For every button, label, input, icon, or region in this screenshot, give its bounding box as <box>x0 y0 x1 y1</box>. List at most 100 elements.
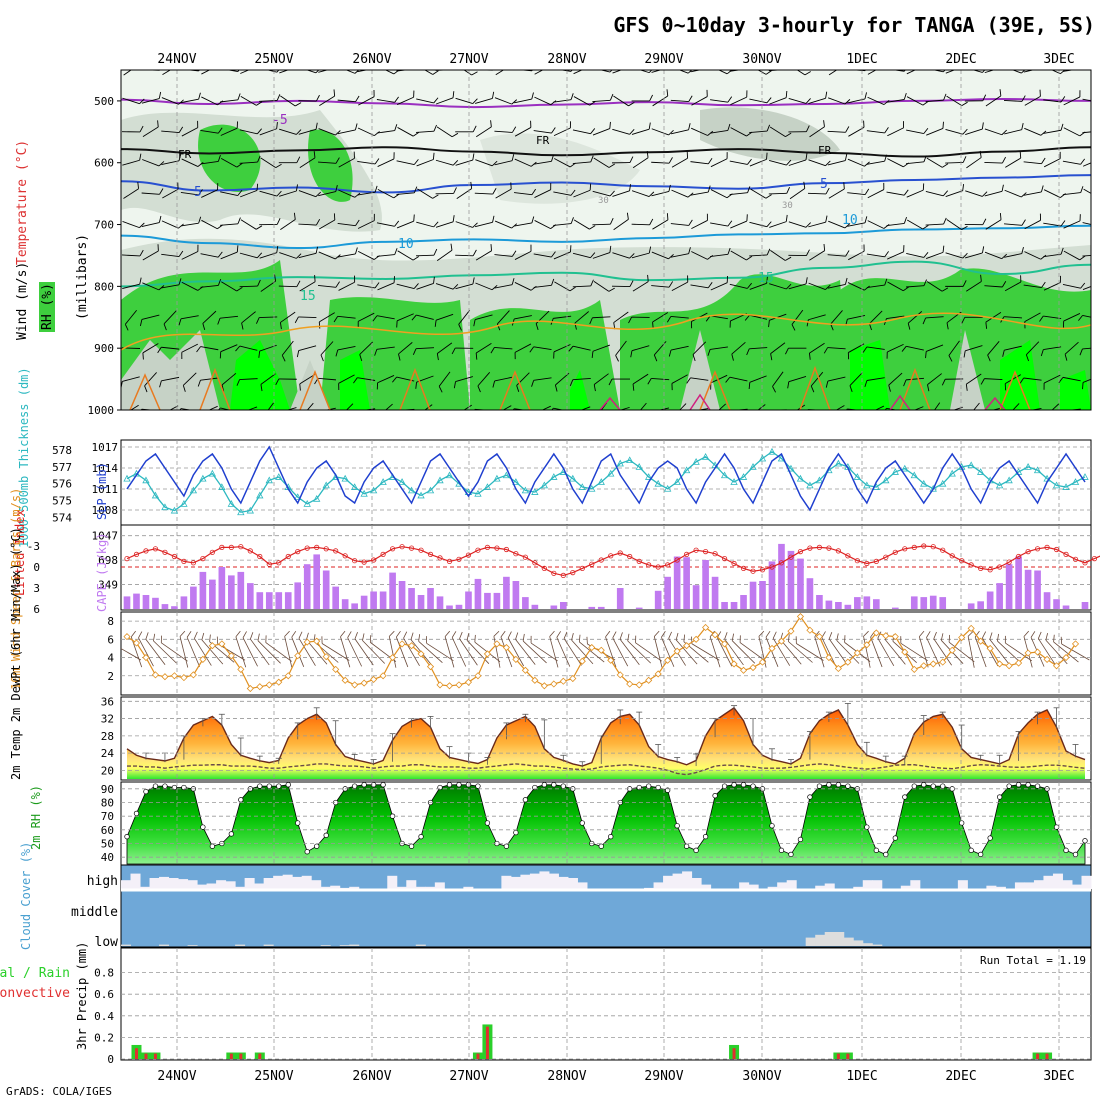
barb-shaft <box>318 128 336 136</box>
wind-barb <box>710 247 731 257</box>
wind-barb <box>453 376 473 389</box>
cloud-high-bar <box>168 878 179 889</box>
cloud-low-bar <box>187 945 198 946</box>
wind-barb <box>1003 219 1026 226</box>
wind-barb <box>215 407 238 410</box>
thickness-marker <box>531 488 539 495</box>
wind-barb <box>396 283 419 289</box>
wind-barb <box>730 214 748 229</box>
barb-shaft <box>240 96 257 106</box>
cloud-high-bar <box>558 876 569 889</box>
barb-shaft <box>849 372 863 386</box>
barb-shaft <box>631 70 650 74</box>
wind-barb <box>652 213 669 230</box>
wind-barb <box>531 377 552 387</box>
wind10-barb <box>724 632 744 666</box>
barb-shaft <box>122 97 140 105</box>
barb-shaft <box>358 96 375 106</box>
barb-shaft <box>1043 189 1061 198</box>
rh-marker <box>674 823 680 829</box>
barb-shaft <box>514 158 532 167</box>
wind-barb <box>729 282 752 289</box>
barb-shaft <box>925 251 944 259</box>
barb-shaft <box>670 253 689 258</box>
barb-shaft <box>455 159 473 166</box>
barb-flag <box>569 379 574 387</box>
wind-barb <box>827 97 851 105</box>
wind-barb <box>396 70 415 72</box>
y-tick-label: 500 <box>94 95 114 108</box>
cape-bar <box>379 591 387 609</box>
barb-flag <box>515 632 519 640</box>
barb-shaft <box>144 372 157 387</box>
barb-flag <box>630 350 633 358</box>
wind-barb <box>144 372 157 393</box>
barb-flag <box>335 349 339 357</box>
barb-flag <box>306 632 309 640</box>
wind-barb <box>710 275 728 291</box>
barb-flag <box>982 246 985 254</box>
cloud-low-bar <box>834 932 845 946</box>
wind-barb <box>376 96 399 103</box>
barb-shaft <box>788 221 807 228</box>
barb-shaft <box>927 373 942 385</box>
barb-shaft <box>241 311 256 324</box>
cape-bar <box>209 579 216 609</box>
barb-flag <box>472 98 478 104</box>
barb-shaft <box>780 639 802 665</box>
barb-shaft <box>549 636 559 668</box>
wind-barb <box>338 374 355 391</box>
rh-marker <box>683 843 690 849</box>
barb-shaft <box>533 377 552 381</box>
ylabel-thickness: 1000-500mb Thickness (dm) <box>17 367 31 548</box>
wind-barb <box>1004 246 1024 258</box>
barb-flag <box>1021 122 1024 130</box>
rh-marker <box>959 820 965 826</box>
barb-flag <box>766 124 771 132</box>
wind-barb <box>901 345 924 352</box>
barb-shaft <box>670 316 689 319</box>
wind10-barb <box>347 631 363 667</box>
y-tick-label: 1000 <box>88 404 115 417</box>
barb-flag <box>877 631 882 639</box>
barb-flag <box>982 218 987 225</box>
wind-barb <box>1023 157 1046 165</box>
barb-flag <box>627 60 632 67</box>
barb-shaft <box>298 316 317 319</box>
barb-flag <box>275 378 280 386</box>
barb-shaft <box>553 407 572 410</box>
wind-barb <box>181 158 204 167</box>
barb-shaft <box>809 250 825 261</box>
barb-shaft <box>553 223 572 226</box>
barb-flag <box>688 411 692 417</box>
barb-shaft <box>220 70 238 73</box>
wind10-marker <box>237 665 245 673</box>
wind-barb <box>514 244 532 260</box>
rh-marker <box>551 782 557 788</box>
barb-shaft <box>497 310 510 325</box>
barb-flag <box>668 254 674 260</box>
barb-shaft <box>690 284 709 289</box>
barb-shaft <box>474 314 493 321</box>
barb-shaft <box>533 346 552 351</box>
wind10-barb <box>354 632 374 666</box>
wind10-marker <box>208 642 216 650</box>
barb-shaft <box>848 126 865 137</box>
barb-flag <box>291 630 297 638</box>
barb-flag <box>863 244 865 252</box>
barb-shaft <box>141 408 160 410</box>
li-marker <box>124 555 130 562</box>
cape-bar <box>531 604 539 609</box>
barb-shaft <box>556 637 571 667</box>
barb-shaft <box>1043 346 1062 351</box>
barb-flag <box>418 634 421 642</box>
wind-barb <box>495 405 512 410</box>
barb-flag <box>739 635 741 643</box>
wind-barb <box>787 376 807 389</box>
barb-flag <box>452 215 455 222</box>
cape-bar <box>844 604 852 609</box>
wind-tick-label: 8 <box>107 615 114 628</box>
barb-shaft <box>194 638 212 666</box>
barb-flag <box>279 322 282 330</box>
barb-shaft <box>337 223 356 227</box>
